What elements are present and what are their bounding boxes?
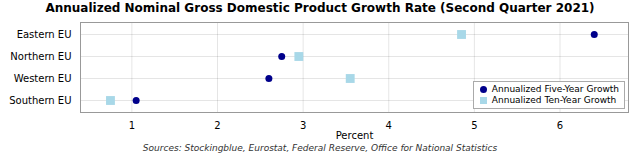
svg-text:4: 4: [386, 120, 392, 131]
html-text:Annualized Five-Year Growth: Annualized Five-Year Growth: [491, 84, 619, 94]
svg-text:Western EU: Western EU: [14, 73, 72, 84]
svg-text:Eastern EU: Eastern EU: [17, 29, 72, 40]
svg-text:Southern EU: Southern EU: [9, 95, 71, 106]
svg-text:Northern EU: Northern EU: [10, 51, 71, 62]
svg-text:1: 1: [129, 120, 135, 131]
html-text:Annualized Ten-Year Growth: Annualized Ten-Year Growth: [491, 95, 617, 105]
svg-text:6: 6: [557, 120, 563, 131]
html-text:Sources: Stockingblue, Eurosta: Sources: Stockingblue, Eurostat, Federal…: [142, 143, 498, 153]
svg-text:2: 2: [214, 120, 220, 131]
svg-text:Percent: Percent: [336, 130, 374, 141]
svg-text:5: 5: [471, 120, 477, 131]
svg-text:3: 3: [300, 120, 306, 131]
html-text:Annualized Nominal Gross Domes: Annualized Nominal Gross Domestic Produc…: [45, 1, 595, 15]
